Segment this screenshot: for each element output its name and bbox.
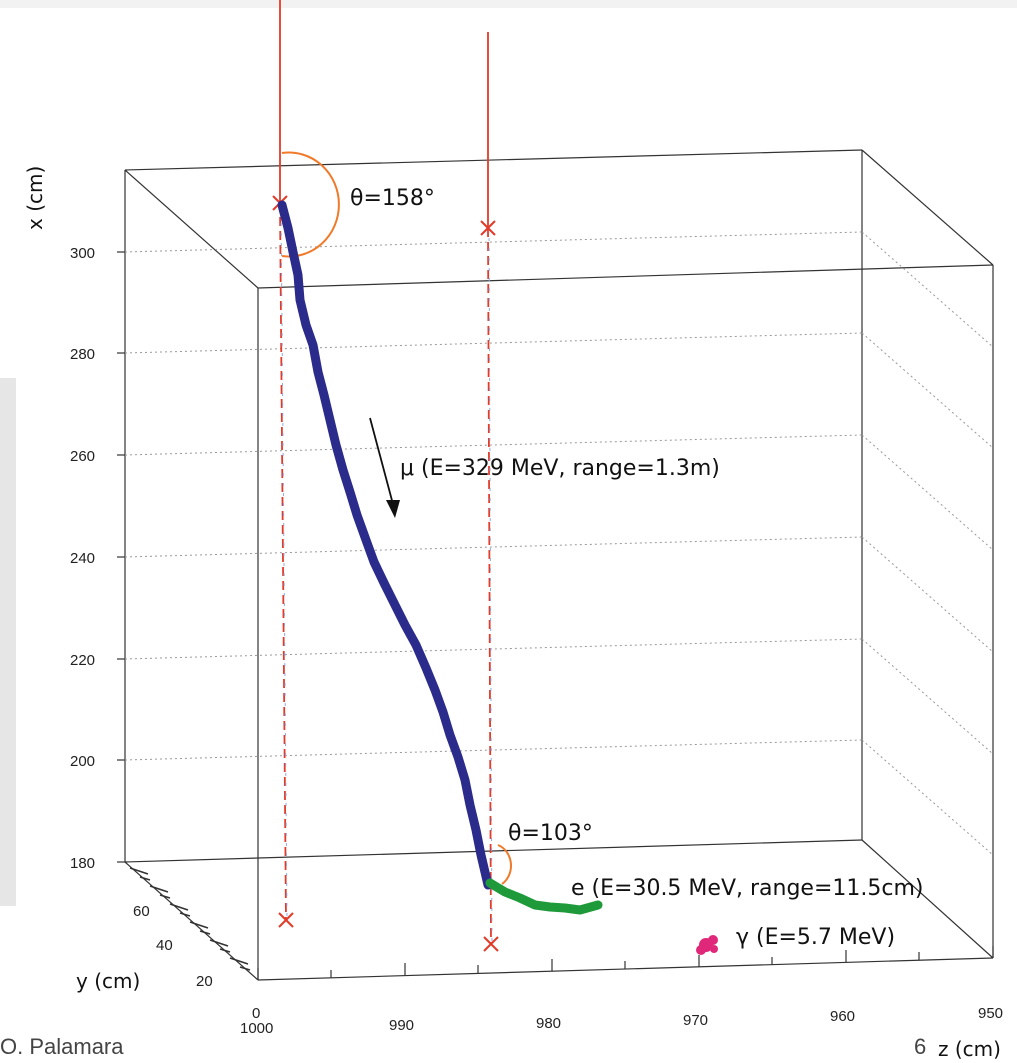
muon-label: μ (E=329 MeV, range=1.3m)	[400, 456, 720, 481]
footer-page-number: 6	[914, 1034, 927, 1059]
electron-label: e (E=30.5 MeV, range=11.5cm)	[571, 876, 923, 901]
y-tick-labels: 60 40 20	[133, 903, 213, 990]
y-tick-label: 20	[196, 973, 213, 990]
z-tick-label: 950	[978, 1005, 1003, 1022]
x-tick-label: 200	[70, 753, 95, 770]
theta-103-label: θ=103°	[508, 821, 593, 846]
z-axis-label: z (cm)	[938, 1037, 1001, 1061]
detector-box	[124, 149, 994, 981]
x-tick-label: 300	[70, 245, 95, 262]
x-tick-label: 240	[70, 550, 95, 567]
z-origin-label: 0	[252, 1005, 260, 1022]
z-tick-labels: 0 1000 990 980 970 960 950	[240, 1005, 1003, 1037]
grid-lines	[124, 231, 994, 856]
z-tick-label: 1000	[240, 1020, 273, 1037]
z-tick-label: 980	[536, 1015, 561, 1032]
x-axis-label: x (cm)	[23, 166, 47, 230]
footer-author: O. Palamara	[0, 1034, 124, 1059]
y-axis-ticks	[129, 867, 251, 971]
theta-158-label: θ=158°	[350, 186, 435, 211]
gamma-label: γ (E=5.7 MeV)	[736, 925, 895, 950]
z-tick-label: 960	[830, 1008, 855, 1025]
y-tick-label: 40	[156, 937, 173, 954]
z-tick-label: 990	[389, 1017, 414, 1034]
x-tick-label: 280	[70, 346, 95, 363]
z-axis-ticks	[257, 946, 994, 980]
beam-lines	[279, 0, 493, 945]
x-tick-labels: 300 280 260 240 220 200 180	[70, 245, 95, 872]
top-edge	[0, 0, 1017, 8]
left-panel-fragment	[0, 378, 16, 906]
x-tick-label: 180	[70, 855, 95, 872]
electron-track	[485, 878, 603, 915]
muon-direction-arrow	[369, 417, 400, 518]
x-axis-ticks	[117, 251, 125, 863]
y-axis-label: y (cm)	[76, 969, 140, 993]
theta-103-arc	[497, 844, 513, 885]
y-tick-label: 60	[133, 903, 150, 920]
x-tick-label: 220	[70, 652, 95, 669]
x-tick-label: 260	[70, 448, 95, 465]
theta-158-arc	[281, 151, 340, 258]
gamma-deposit	[696, 935, 718, 955]
muon-track	[277, 200, 493, 890]
z-tick-label: 970	[683, 1012, 708, 1029]
